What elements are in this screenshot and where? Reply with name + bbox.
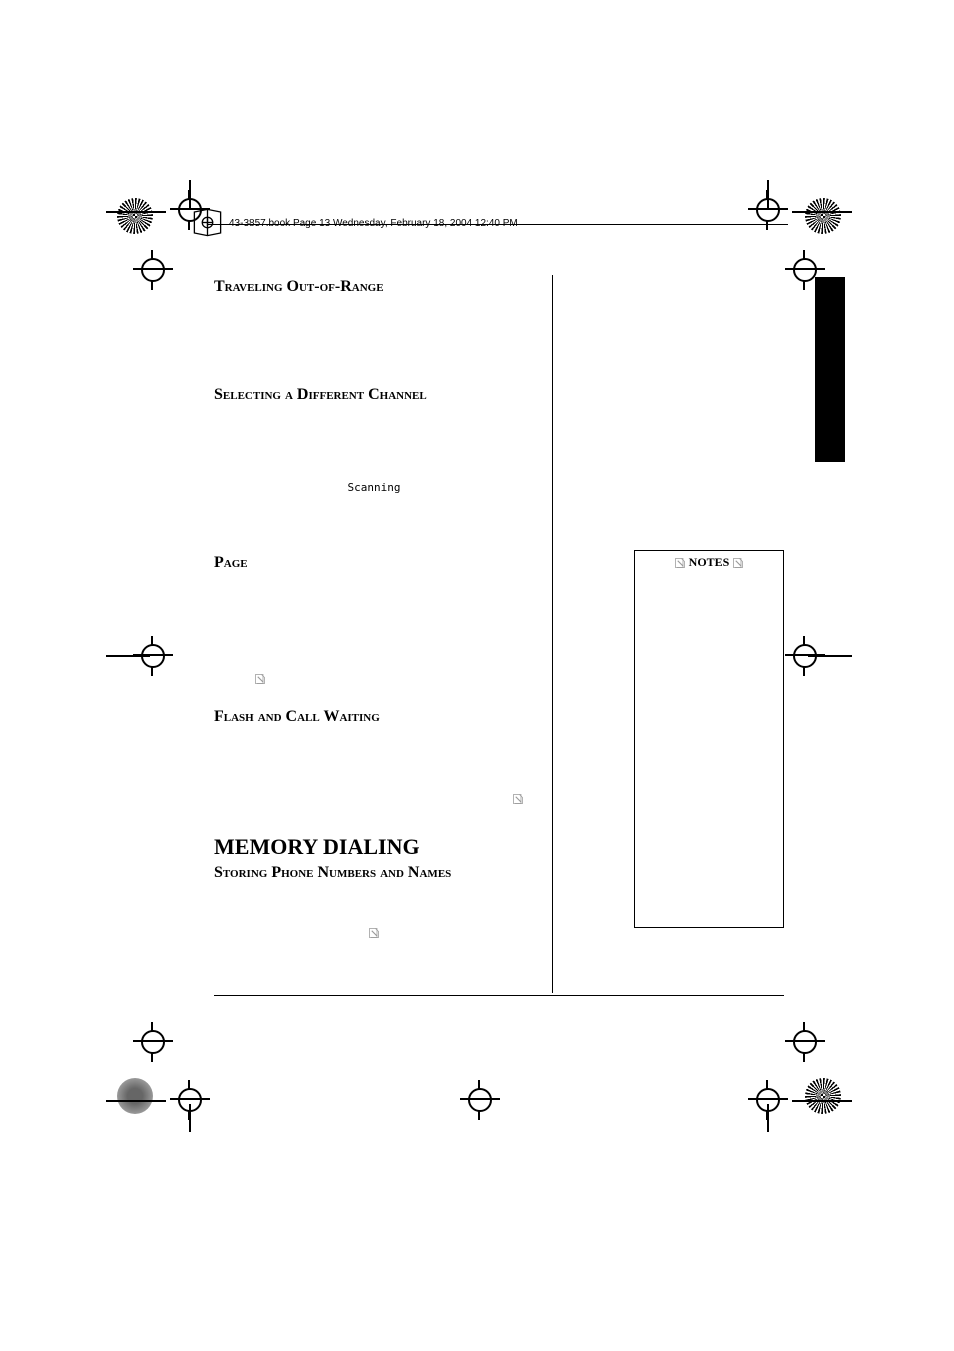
book-icon xyxy=(190,205,225,240)
heading-flash: Flash and Call Waiting xyxy=(214,708,534,726)
note-icon-inline-1 xyxy=(254,673,266,685)
crop-line-top-right xyxy=(792,211,852,213)
content-area: Traveling Out-of-Range Selecting a Diffe… xyxy=(214,270,784,942)
heading-memory: MEMORY DIALING xyxy=(214,834,534,860)
scanning-text: Scanning xyxy=(348,481,401,494)
crop-line-top-left-v xyxy=(189,180,191,208)
notes-label: NOTES xyxy=(689,555,730,569)
note-icon-inline-2 xyxy=(512,793,524,805)
footer-rule xyxy=(214,995,784,996)
left-column: Traveling Out-of-Range Selecting a Diffe… xyxy=(214,270,534,942)
crop-line-top-left xyxy=(106,211,166,213)
heading-traveling: Traveling Out-of-Range xyxy=(214,278,534,296)
note-icon-right xyxy=(732,557,744,569)
notes-box: NOTES xyxy=(634,550,784,928)
notes-header: NOTES xyxy=(635,551,783,574)
crop-line-bottom-left xyxy=(106,1100,166,1102)
crop-line-mid-left xyxy=(106,655,150,657)
crop-line-top-right-v xyxy=(767,180,769,208)
crop-line-mid-right xyxy=(808,655,852,657)
right-column: NOTES xyxy=(634,550,784,928)
thumb-tab xyxy=(815,277,845,462)
crop-line-bottom-right xyxy=(792,1100,852,1102)
crop-line-bottom-left-v xyxy=(189,1104,191,1132)
crop-line-bottom-right-v xyxy=(767,1104,769,1132)
running-head: 43-3857.book Page 13 Wednesday, February… xyxy=(229,218,518,229)
heading-page: Page xyxy=(214,554,534,572)
heading-storing: Storing Phone Numbers and Names xyxy=(214,864,534,882)
heading-selecting: Selecting a Different Channel xyxy=(214,386,534,404)
note-icon-left xyxy=(674,557,686,569)
note-icon-inline-3 xyxy=(368,927,380,939)
